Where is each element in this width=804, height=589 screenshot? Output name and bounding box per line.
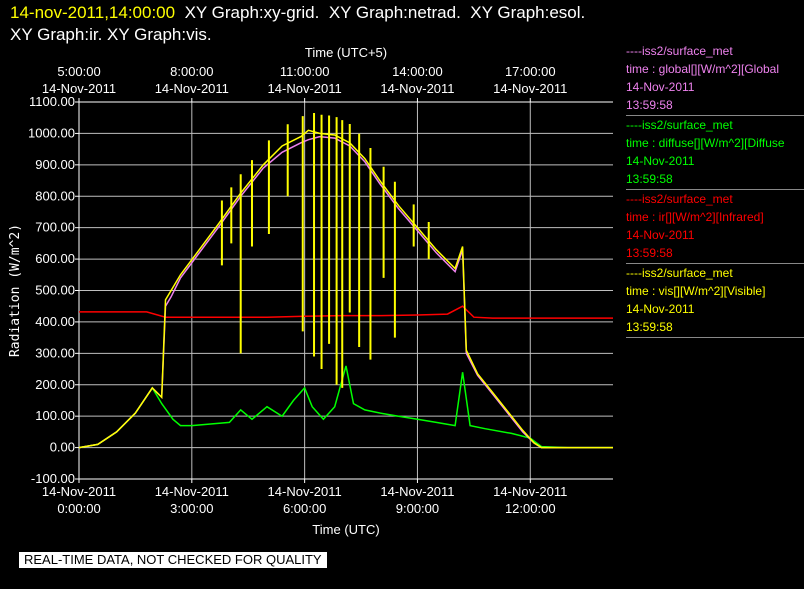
- y-tick-label: 700.00: [35, 220, 75, 235]
- x-tick-label: 6:00:00: [283, 501, 326, 516]
- y-tick-label: 1100.00: [29, 94, 75, 109]
- legend-date: 14-Nov-2011: [626, 302, 695, 316]
- y-tick-label: 300.00: [35, 345, 75, 360]
- legend-source: ----iss2/surface_met: [626, 44, 733, 58]
- y-tick-label: 800.00: [35, 188, 75, 203]
- series-line-global: [78, 135, 613, 449]
- x-axis-title: Time (UTC): [312, 522, 379, 537]
- graph-name-4: XY Graph:vis.: [107, 25, 212, 44]
- y-tick-label: 500.00: [35, 283, 75, 298]
- legend-entry-ir[interactable]: ----iss2/surface_met time : ir[][W/m^2][…: [626, 190, 804, 262]
- legend-date: 14-Nov-2011: [626, 228, 695, 242]
- legend-source: ----iss2/surface_met: [626, 192, 733, 206]
- legend-variable: time : ir[][W/m^2][Infrared]: [626, 210, 764, 224]
- legend-date: 14-Nov-2011: [626, 80, 695, 94]
- legend-entry-diffuse[interactable]: ----iss2/surface_met time : diffuse[][W/…: [626, 116, 804, 188]
- y-tick-label: 900.00: [35, 157, 75, 172]
- top-axis-title: Time (UTC+5): [305, 45, 387, 60]
- y-tick-label: 600.00: [35, 251, 75, 266]
- legend-source: ----iss2/surface_met: [626, 118, 733, 132]
- legend-divider: [626, 337, 804, 338]
- x-tick-label: 12:00:00: [505, 501, 556, 516]
- legend-entry-vis[interactable]: ----iss2/surface_met time : vis[][W/m^2]…: [626, 264, 804, 336]
- top-tick-label: 14-Nov-2011: [42, 81, 116, 96]
- x-tick-label: 14-Nov-2011: [42, 484, 116, 499]
- legend-time: 13:59:58: [626, 320, 673, 334]
- x-tick-label: 9:00:00: [396, 501, 439, 516]
- legend-variable: time : vis[][W/m^2][Visible]: [626, 284, 766, 298]
- top-tick-label: 14-Nov-2011: [155, 81, 229, 96]
- legend-divider: [626, 115, 804, 116]
- quality-note: REAL-TIME DATA, NOT CHECKED FOR QUALITY: [19, 552, 327, 568]
- graph-name-0: XY Graph:xy-grid.: [184, 3, 320, 22]
- x-tick-label: 0:00:00: [57, 501, 100, 516]
- top-tick-label: 14-Nov-2011: [493, 81, 567, 96]
- top-tick-label: 11:00:00: [280, 64, 330, 79]
- top-tick-label: 8:00:00: [170, 64, 213, 79]
- x-tick-label: 14-Nov-2011: [268, 484, 342, 499]
- y-tick-label: 1000.00: [28, 125, 75, 140]
- y-tick-label: 400.00: [35, 314, 75, 329]
- graph-name-3: XY Graph:ir.: [10, 25, 103, 44]
- top-tick-label: 17:00:00: [505, 64, 556, 79]
- legend-time: 13:59:58: [626, 172, 673, 186]
- y-tick-label: 200.00: [35, 377, 75, 392]
- x-tick-label: 14-Nov-2011: [380, 484, 454, 499]
- legend-source: ----iss2/surface_met: [626, 266, 733, 280]
- legend-entry-global[interactable]: ----iss2/surface_met time : global[][W/m…: [626, 42, 804, 114]
- legend-time: 13:59:58: [626, 98, 673, 112]
- legend-variable: time : diffuse[][W/m^2][Diffuse: [626, 136, 785, 150]
- graph-timestamp: 14-nov-2011,14:00:00: [10, 3, 176, 22]
- legend-variable: time : global[][W/m^2][Global: [626, 62, 780, 76]
- x-tick-label: 3:00:00: [170, 501, 213, 516]
- y-axis-title: Radiation (W/m^2): [8, 224, 23, 357]
- legend-time: 13:59:58: [626, 246, 673, 260]
- graph-title-bar: 14-nov-2011,14:00:00 XY Graph:xy-grid. X…: [10, 2, 610, 46]
- series-line-ir: [79, 305, 613, 319]
- legend: ----iss2/surface_met time : global[][W/m…: [626, 42, 804, 338]
- graph-name-2: XY Graph:esol.: [470, 3, 586, 22]
- series-line-vis: [78, 129, 613, 449]
- x-tick-label: 14-Nov-2011: [493, 484, 567, 499]
- legend-divider: [626, 263, 804, 264]
- y-tick-label: -100.00: [31, 471, 75, 486]
- y-tick-label: 0.00: [50, 440, 75, 455]
- y-tick-label: 100.00: [35, 408, 75, 423]
- x-tick-label: 14-Nov-2011: [155, 484, 229, 499]
- graph-name-1: XY Graph:netrad.: [328, 3, 461, 22]
- top-tick-label: 14-Nov-2011: [268, 81, 342, 96]
- series-line-diffuse: [78, 365, 613, 449]
- top-tick-label: 14-Nov-2011: [380, 81, 454, 96]
- top-tick-label: 5:00:00: [57, 64, 100, 79]
- legend-divider: [626, 189, 804, 190]
- top-tick-label: 14:00:00: [392, 64, 443, 79]
- legend-date: 14-Nov-2011: [626, 154, 695, 168]
